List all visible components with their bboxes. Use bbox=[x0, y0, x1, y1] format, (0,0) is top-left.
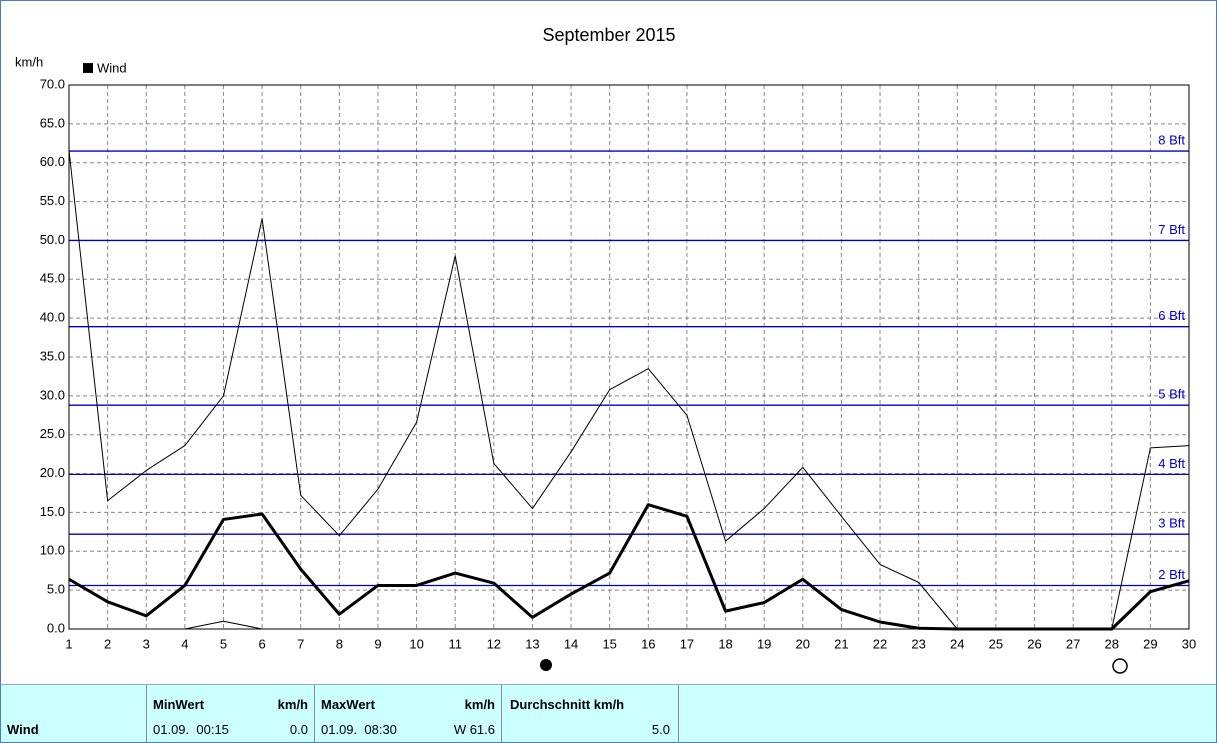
legend-label: Wind bbox=[97, 60, 127, 75]
moon-new bbox=[1112, 658, 1128, 674]
y-tick-label: 35.0 bbox=[40, 348, 65, 363]
reference-label: 8 Bft bbox=[1158, 132, 1185, 147]
y-axis-label: km/h bbox=[15, 54, 43, 69]
x-tick-label: 2 bbox=[104, 636, 111, 651]
x-tick-label: 10 bbox=[409, 636, 423, 651]
x-tick-label: 20 bbox=[796, 636, 810, 651]
reference-label: 6 Bft bbox=[1158, 308, 1185, 323]
x-tick-label: 26 bbox=[1027, 636, 1041, 651]
value: 0.0 bbox=[289, 722, 308, 737]
y-tick-label: 70.0 bbox=[40, 76, 65, 91]
x-tick-label: 16 bbox=[641, 636, 655, 651]
x-tick-label: 18 bbox=[718, 636, 732, 651]
date: 01.09. 08:30 bbox=[321, 722, 397, 737]
reference-label: 3 Bft bbox=[1158, 516, 1185, 531]
column: Durchschnitt km/h 5.0 bbox=[501, 685, 679, 742]
y-tick-label: 5.0 bbox=[47, 582, 65, 597]
x-tick-label: 12 bbox=[487, 636, 501, 651]
y-tick-label: 40.0 bbox=[40, 310, 65, 325]
x-tick-label: 21 bbox=[834, 636, 848, 651]
value: 5.0 bbox=[651, 722, 670, 737]
x-tick-label: 13 bbox=[525, 636, 539, 651]
reference-label: 4 Bft bbox=[1158, 456, 1185, 471]
x-tick-label: 5 bbox=[220, 636, 227, 651]
x-tick-label: 24 bbox=[950, 636, 964, 651]
column: MaxWert km/h 01.09. 08:30 W 61.6 bbox=[314, 685, 502, 742]
line bbox=[68, 503, 1190, 631]
y-tick-label: 30.0 bbox=[40, 387, 65, 402]
reference-label: 2 Bft bbox=[1158, 567, 1185, 582]
date: 01.09. 00:15 bbox=[153, 722, 229, 737]
x-tick-label: 4 bbox=[181, 636, 188, 651]
x-tick-label: 29 bbox=[1143, 636, 1157, 651]
column: MinWert km/h 01.09. 00:15 0.0 bbox=[146, 685, 315, 742]
plot-frame bbox=[68, 84, 1190, 630]
x-tick-label: 22 bbox=[873, 636, 887, 651]
header: MaxWert bbox=[321, 697, 375, 712]
x-tick-label: 11 bbox=[448, 636, 462, 651]
x-tick-label: 28 bbox=[1105, 636, 1119, 651]
legend-swatch bbox=[83, 63, 93, 73]
row-label: Wind bbox=[7, 722, 39, 737]
moon-full bbox=[540, 659, 552, 671]
unit: km/h bbox=[277, 697, 308, 712]
x-tick-label: 3 bbox=[143, 636, 150, 651]
chart-title: September 2015 bbox=[542, 25, 675, 45]
x-tick-label: 1 bbox=[65, 636, 72, 651]
x-tick-label: 17 bbox=[680, 636, 694, 651]
x-tick-label: 27 bbox=[1066, 636, 1080, 651]
x-tick-label: 19 bbox=[757, 636, 771, 651]
x-tick-label: 23 bbox=[911, 636, 925, 651]
y-tick-label: 55.0 bbox=[40, 193, 65, 208]
x-tick-label: 8 bbox=[336, 636, 343, 651]
reference-label: 7 Bft bbox=[1158, 222, 1185, 237]
stats-table: Wind MinWert km/h 01.09. 00:15 0.0 MaxWe… bbox=[1, 684, 1216, 742]
x-tick-label: 6 bbox=[258, 636, 265, 651]
y-tick-label: 45.0 bbox=[40, 271, 65, 286]
chart: September 2015 km/h 0.05.010.015.020.025… bbox=[15, 25, 1196, 674]
line bbox=[184, 620, 263, 630]
y-tick-label: 65.0 bbox=[40, 115, 65, 130]
y-tick-label: 60.0 bbox=[40, 154, 65, 169]
value: W 61.6 bbox=[453, 722, 495, 737]
x-tick-label: 30 bbox=[1182, 636, 1196, 651]
unit: km/h bbox=[464, 697, 495, 712]
y-tick-label: 50.0 bbox=[40, 232, 65, 247]
y-tick-label: 0.0 bbox=[47, 620, 65, 635]
line bbox=[68, 150, 1190, 630]
x-tick-label: 25 bbox=[989, 636, 1003, 651]
x-tick-label: 15 bbox=[602, 636, 616, 651]
y-tick-label: 25.0 bbox=[40, 426, 65, 441]
y-tick-label: 10.0 bbox=[40, 543, 65, 558]
x-tick-label: 14 bbox=[564, 636, 578, 651]
x-tick-label: 7 bbox=[297, 636, 304, 651]
x-tick-label: 9 bbox=[374, 636, 381, 651]
reference-label: 5 Bft bbox=[1158, 387, 1185, 402]
header: Durchschnitt km/h bbox=[510, 697, 625, 712]
y-tick-label: 20.0 bbox=[40, 465, 65, 480]
y-tick-label: 15.0 bbox=[40, 504, 65, 519]
header: MinWert bbox=[153, 697, 205, 712]
